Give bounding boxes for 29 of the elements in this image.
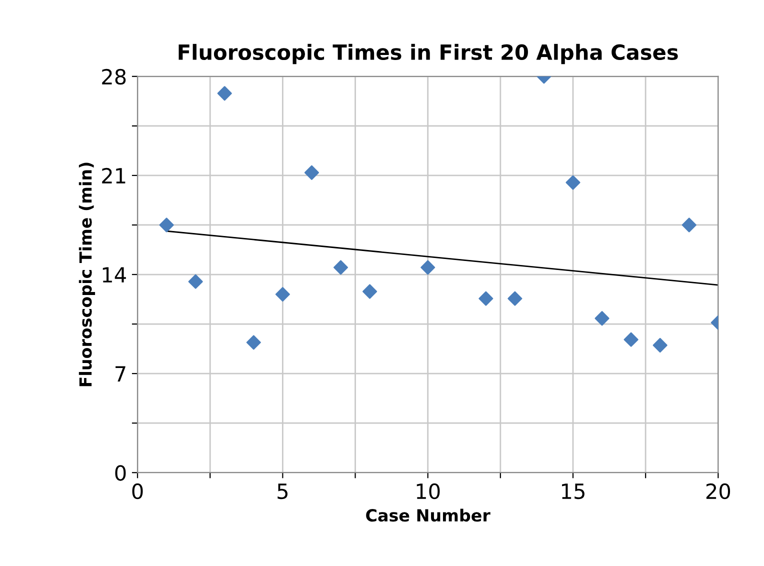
point xyxy=(682,218,696,232)
y-tick-label: 28 xyxy=(102,68,126,85)
point xyxy=(333,260,348,275)
point xyxy=(508,291,522,306)
x-tick-label: 15 xyxy=(562,484,584,500)
point xyxy=(624,332,638,347)
point xyxy=(478,291,494,306)
point xyxy=(159,218,174,232)
x-tick-label: 0 xyxy=(132,483,143,500)
point xyxy=(304,165,319,180)
point xyxy=(275,287,290,302)
point xyxy=(362,284,378,299)
x-tick-label: 10 xyxy=(416,483,440,500)
chart-title: Fluoroscopic Times in First 20 Alpha Cases xyxy=(178,44,678,64)
point xyxy=(420,260,436,275)
y-tick-label: 14 xyxy=(102,267,126,282)
x-axis-title: Case Number xyxy=(366,508,490,522)
point xyxy=(652,338,668,353)
point xyxy=(217,86,232,101)
point xyxy=(246,335,261,350)
point xyxy=(566,175,580,190)
x-tick-label: 5 xyxy=(278,484,288,500)
point xyxy=(188,274,203,289)
y-tick-label: 21 xyxy=(102,168,126,184)
x-tick-label: 20 xyxy=(706,483,730,500)
y-tick-label: 0 xyxy=(115,465,126,481)
y-axis-title: Fluoroscopic Time (min) xyxy=(78,162,96,386)
point xyxy=(594,311,610,326)
y-tick-label: 7 xyxy=(116,366,126,382)
